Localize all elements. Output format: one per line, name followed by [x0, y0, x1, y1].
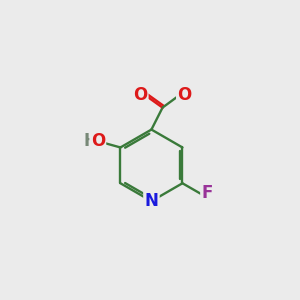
Text: O: O	[133, 86, 147, 104]
Text: F: F	[202, 184, 213, 202]
Text: O: O	[91, 132, 105, 150]
Text: N: N	[145, 192, 158, 210]
Text: H: H	[83, 132, 97, 150]
Text: O: O	[177, 86, 192, 104]
